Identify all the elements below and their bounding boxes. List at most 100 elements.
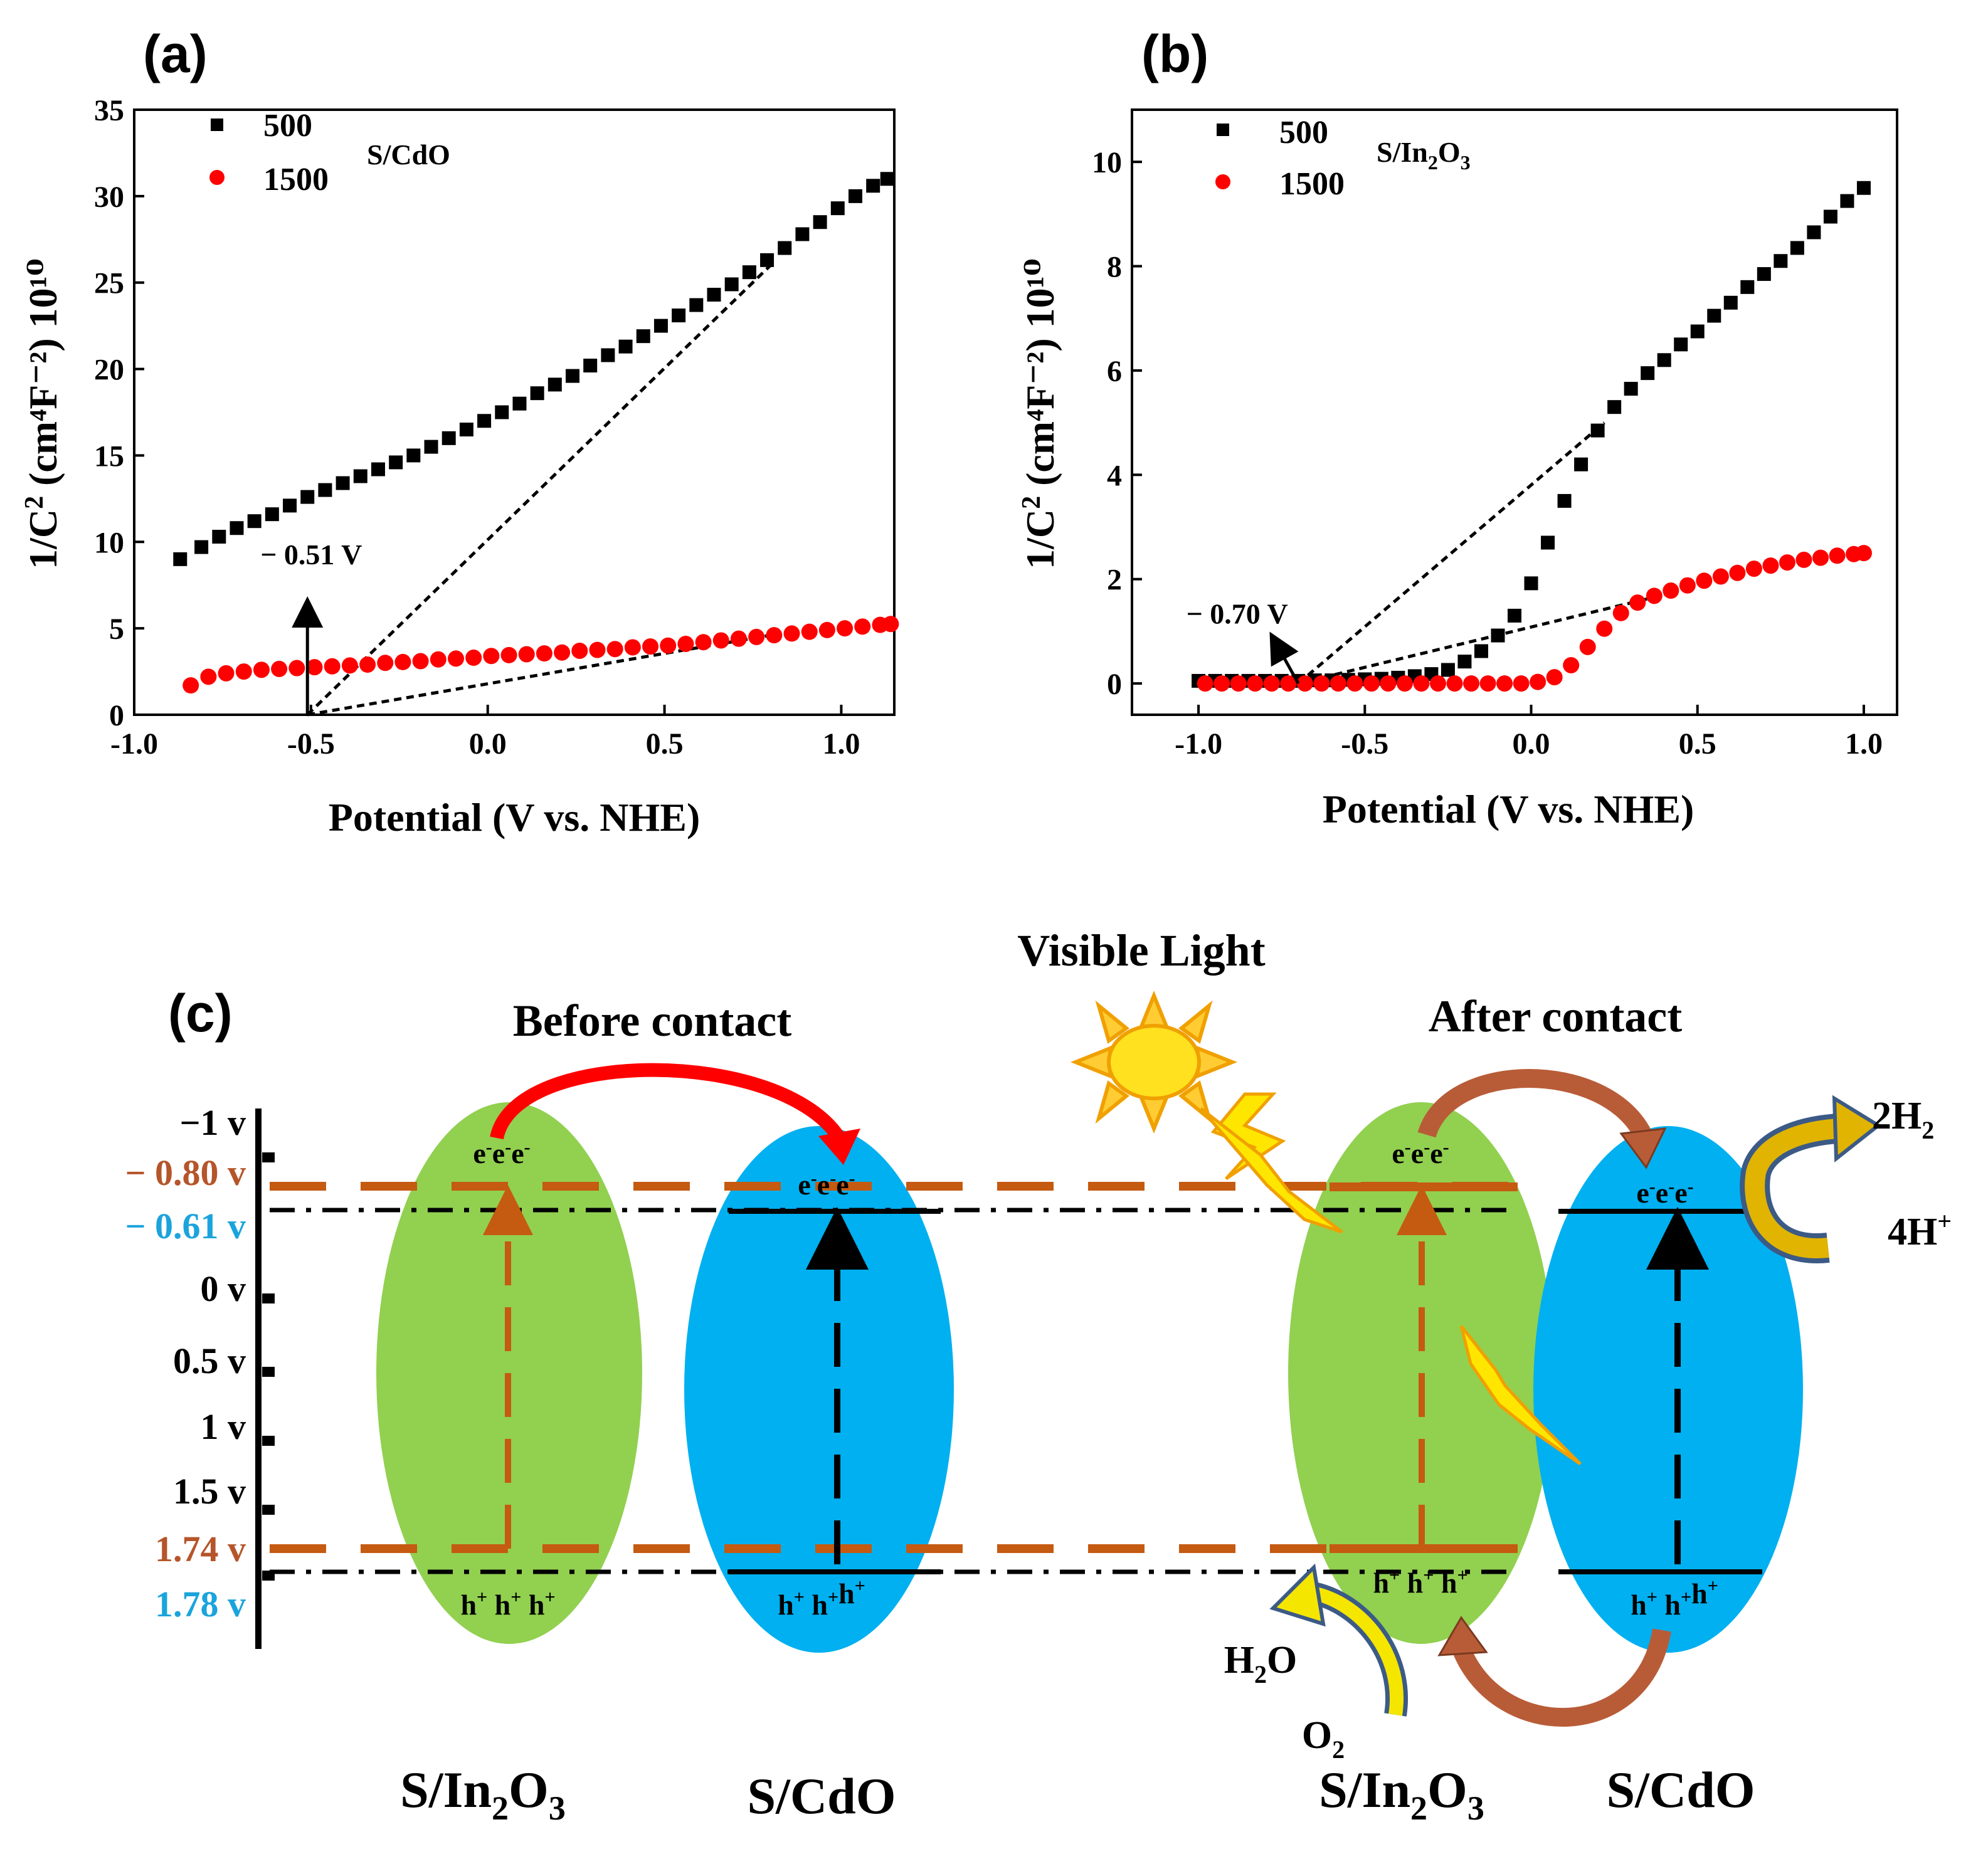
point-500-b — [1723, 295, 1738, 310]
point-1500-b — [1696, 572, 1713, 589]
point-1500-a — [882, 616, 899, 633]
point-1500-b — [1247, 675, 1264, 692]
x-axis-a: -1.0 -0.5 0.0 0.5 1.0 — [110, 705, 860, 761]
point-500-b — [1807, 225, 1821, 240]
y-tick-label-a: 30 — [94, 181, 124, 214]
point-500-b — [1607, 400, 1622, 414]
x-tick-label-b: -0.5 — [1341, 727, 1388, 761]
point-1500-a — [695, 634, 712, 651]
point-1500-a — [589, 641, 606, 658]
h-plus-label: 4H+ — [1888, 1207, 1952, 1253]
x-tick-label-b: 0.5 — [1679, 727, 1716, 761]
point-500-a — [389, 455, 403, 470]
point-1500-b — [1197, 675, 1213, 692]
point-1500-a — [359, 656, 376, 673]
x-tick-label-b: 1.0 — [1845, 727, 1883, 761]
point-1500-b — [1463, 675, 1480, 692]
point-500-a — [813, 215, 827, 229]
material-cdo-before: S/CdO — [748, 1767, 896, 1825]
point-500-b — [1641, 366, 1655, 381]
y-title-units-a: (cm⁴F⁻²) 10¹⁰ — [21, 258, 65, 486]
point-500-b — [1557, 493, 1572, 508]
point-500-b — [1457, 655, 1472, 669]
electron-transfer-arrow-after — [1417, 1069, 1652, 1140]
point-1500-a — [341, 657, 358, 674]
point-1500-b — [1745, 561, 1762, 577]
point-1500-b — [1579, 638, 1596, 655]
y-tick-label-b: 0 — [1107, 668, 1122, 701]
point-1500-b — [1729, 564, 1746, 581]
point-500-a — [247, 514, 262, 529]
after-contact-title: After contact — [1429, 991, 1682, 1041]
x-tick-label-b: 0.0 — [1513, 727, 1550, 761]
point-1500-b — [1762, 557, 1779, 574]
point-1500-a — [783, 625, 800, 642]
lightning-tail-1 — [1200, 1107, 1343, 1234]
panel-label-b: (b) — [1141, 24, 1208, 83]
energy-label-178: 1.78 v — [155, 1584, 246, 1624]
point-500-a — [459, 423, 473, 437]
point-1500-b — [1313, 675, 1330, 692]
hole-transfer-arrowhead-after — [1437, 1616, 1488, 1656]
point-500-a — [880, 172, 894, 186]
point-500-a — [795, 227, 810, 241]
holes-cdo-after: h+ h+h+ — [1631, 1576, 1718, 1621]
point-1500-a — [766, 627, 783, 644]
y-axis-a: 0 5 10 15 20 25 30 35 — [94, 94, 144, 732]
point-500-b — [1740, 280, 1755, 294]
y-tick-label-b: 4 — [1107, 459, 1122, 492]
point-1500-a — [412, 653, 429, 670]
x-tick-label-a: 0.0 — [469, 727, 507, 761]
material-label-b: S/In2O3 — [1377, 136, 1471, 174]
y-tick-label-a: 0 — [109, 699, 124, 732]
point-1500-b — [1446, 675, 1463, 692]
electrons-in2o3-before: e-e-e- — [473, 1137, 530, 1169]
point-500-a — [406, 448, 421, 463]
h2-label: 2H2 — [1872, 1095, 1934, 1144]
point-1500-b — [1546, 669, 1563, 686]
h2o-label: H2O — [1224, 1639, 1297, 1688]
point-1500-a — [271, 660, 288, 677]
y-axis-title-b: 1/C2 (cm⁴F⁻²) 10¹⁰ — [1017, 258, 1062, 569]
point-1500-a — [483, 648, 500, 665]
y-title-units-b: (cm⁴F⁻²) 10¹⁰ — [1018, 258, 1062, 486]
point-1500-a — [854, 618, 871, 635]
visible-light-title: Visible Light — [1017, 925, 1265, 976]
point-1500-a — [377, 655, 394, 671]
electrons-cdo-after: e-e-e- — [1636, 1176, 1693, 1209]
point-1500-b — [1396, 675, 1413, 692]
x-tick-label-b: -1.0 — [1175, 727, 1222, 761]
energy-label-1: 1 v — [201, 1406, 246, 1447]
point-500-a — [495, 405, 509, 419]
holes-cdo-before: h+ h+h+ — [778, 1576, 865, 1621]
point-1500-a — [288, 660, 305, 677]
energy-label-minus061: − 0.61 v — [125, 1206, 246, 1246]
point-500-b — [1574, 457, 1589, 471]
point-1500-b — [1663, 582, 1679, 599]
point-1500-b — [1855, 545, 1872, 562]
hole-transfer-arrow-after — [1452, 1628, 1671, 1727]
point-1500-b — [1479, 675, 1496, 692]
lightning-icon-2 — [1459, 1325, 1582, 1466]
energy-label-05: 0.5 v — [173, 1340, 246, 1381]
point-1500-a — [306, 659, 323, 676]
y-title-main-a: 1/C — [21, 509, 65, 569]
y-tick-label-a: 5 — [109, 613, 124, 646]
point-500-a — [689, 298, 704, 312]
point-500-b — [1508, 608, 1521, 623]
point-1500-b — [1829, 547, 1846, 564]
legend-label-500-b: 500 — [1279, 115, 1328, 150]
x-axis-title-a: Potential (V vs. NHE) — [329, 795, 701, 840]
plot-frame-a — [133, 108, 896, 716]
point-500-a — [300, 490, 315, 504]
point-500-a — [441, 431, 456, 445]
energy-label-174: 1.74 v — [155, 1529, 246, 1569]
plot-frame-b — [1131, 108, 1898, 716]
point-500-a — [636, 329, 650, 344]
point-500-a — [353, 469, 367, 483]
point-500-a — [601, 348, 615, 362]
point-500-b — [1856, 181, 1871, 195]
point-500-a — [336, 476, 350, 490]
point-500-a — [618, 339, 633, 354]
fit-line-b — [1297, 421, 1605, 685]
